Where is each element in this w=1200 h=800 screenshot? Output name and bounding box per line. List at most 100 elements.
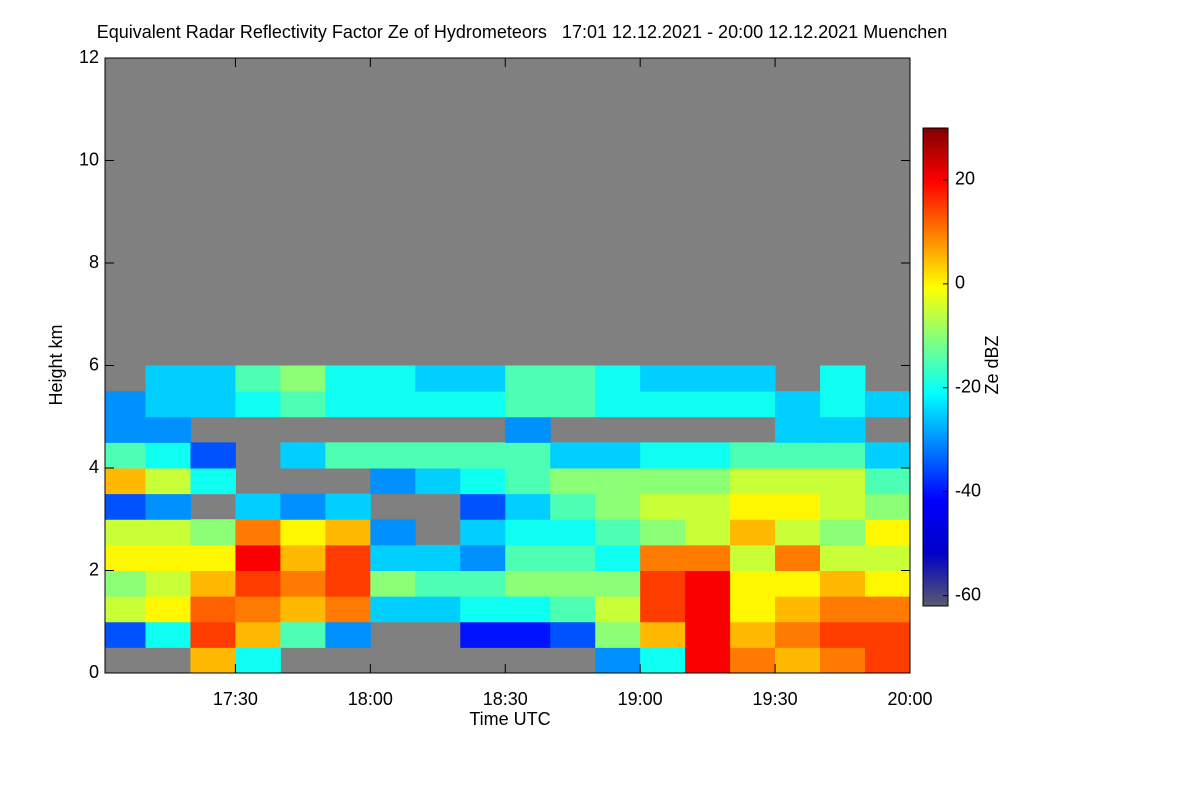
heatmap-cell bbox=[685, 544, 731, 571]
heatmap-cell bbox=[145, 468, 191, 495]
heatmap-cell bbox=[685, 621, 731, 648]
heatmap-cell bbox=[105, 519, 146, 546]
heatmap-cell bbox=[145, 391, 191, 418]
heatmap-cell bbox=[145, 519, 191, 546]
heatmap-cell bbox=[640, 647, 686, 674]
heatmap-cell bbox=[685, 365, 731, 392]
heatmap-cell bbox=[595, 391, 641, 418]
heatmap-cell bbox=[730, 442, 776, 469]
y-tick-label: 6 bbox=[89, 354, 99, 374]
heatmap-cell bbox=[775, 493, 821, 520]
heatmap-cell bbox=[820, 365, 866, 392]
heatmap-cell bbox=[595, 544, 641, 571]
heatmap-cell bbox=[640, 544, 686, 571]
heatmap-cell bbox=[595, 596, 641, 623]
heatmap-cell bbox=[865, 519, 911, 546]
heatmap-cell bbox=[505, 468, 551, 495]
heatmap-cell bbox=[730, 621, 776, 648]
heatmap-cell bbox=[505, 365, 551, 392]
y-tick-label: 12 bbox=[79, 47, 99, 67]
heatmap-cell bbox=[865, 468, 911, 495]
heatmap-cell bbox=[595, 647, 641, 674]
heatmap-cell bbox=[640, 570, 686, 597]
heatmap-cell bbox=[105, 391, 146, 418]
heatmap-cell bbox=[370, 519, 416, 546]
heatmap-cell bbox=[820, 519, 866, 546]
heatmap-cell bbox=[105, 596, 146, 623]
heatmap-cell bbox=[550, 468, 596, 495]
heatmap-cell bbox=[640, 621, 686, 648]
heatmap-cell bbox=[105, 416, 146, 443]
heatmap-cell bbox=[370, 468, 416, 495]
x-tick-label: 17:30 bbox=[213, 689, 258, 709]
heatmap-cell bbox=[460, 493, 506, 520]
heatmap-cell bbox=[460, 570, 506, 597]
heatmap-cell bbox=[280, 493, 326, 520]
heatmap-cell bbox=[820, 596, 866, 623]
heatmap-cell bbox=[235, 647, 281, 674]
heatmap-cell bbox=[820, 570, 866, 597]
heatmap-cell bbox=[685, 493, 731, 520]
y-tick-label: 10 bbox=[79, 149, 99, 169]
heatmap-cell bbox=[415, 442, 461, 469]
y-tick-label: 8 bbox=[89, 252, 99, 272]
heatmap-cell bbox=[730, 647, 776, 674]
heatmap-cell bbox=[595, 519, 641, 546]
heatmap-cell bbox=[145, 570, 191, 597]
heatmap-cell bbox=[415, 391, 461, 418]
heatmap-cell bbox=[280, 391, 326, 418]
y-tick-label: 2 bbox=[89, 559, 99, 579]
x-tick-label: 20:00 bbox=[887, 689, 932, 709]
heatmap-cell bbox=[865, 596, 911, 623]
heatmap-cell bbox=[235, 519, 281, 546]
heatmap-cell bbox=[370, 544, 416, 571]
heatmap-cell bbox=[730, 570, 776, 597]
heatmap-cell bbox=[820, 621, 866, 648]
heatmap-cell bbox=[145, 493, 191, 520]
heatmap-cell bbox=[325, 519, 371, 546]
y-tick-label: 4 bbox=[89, 457, 99, 477]
heatmap-cell bbox=[460, 365, 506, 392]
heatmap-cell bbox=[460, 596, 506, 623]
heatmap-cell bbox=[685, 596, 731, 623]
heatmap-cell bbox=[640, 493, 686, 520]
heatmap-cell bbox=[235, 596, 281, 623]
heatmap-cell bbox=[370, 391, 416, 418]
heatmap-cell bbox=[730, 365, 776, 392]
colorbar bbox=[922, 127, 949, 607]
heatmap-cell bbox=[325, 365, 371, 392]
heatmap-cell bbox=[105, 621, 146, 648]
heatmap-cell bbox=[640, 596, 686, 623]
colorbar-tick-label: -60 bbox=[955, 584, 981, 604]
heatmap-cell bbox=[235, 621, 281, 648]
heatmap-cell bbox=[325, 442, 371, 469]
heatmap-cell bbox=[685, 570, 731, 597]
heatmap-cell bbox=[775, 442, 821, 469]
heatmap-cell bbox=[775, 468, 821, 495]
x-tick-label: 18:30 bbox=[483, 689, 528, 709]
heatmap-cell bbox=[685, 442, 731, 469]
heatmap-cell bbox=[550, 596, 596, 623]
x-tick-label: 19:00 bbox=[618, 689, 663, 709]
colorbar-tick-label: 0 bbox=[955, 273, 965, 293]
heatmap-cell bbox=[190, 519, 236, 546]
heatmap-cell bbox=[505, 621, 551, 648]
heatmap-cell bbox=[550, 493, 596, 520]
heatmap-cell bbox=[280, 365, 326, 392]
heatmap-cell bbox=[325, 596, 371, 623]
heatmap-cell bbox=[370, 365, 416, 392]
heatmap-cell bbox=[280, 519, 326, 546]
colorbar-tick-label: -20 bbox=[955, 377, 981, 397]
x-tick-label: 19:30 bbox=[753, 689, 798, 709]
heatmap-cell bbox=[775, 391, 821, 418]
heatmap-cell bbox=[325, 544, 371, 571]
heatmap-cell bbox=[640, 391, 686, 418]
heatmap-cell bbox=[325, 570, 371, 597]
heatmap-cell bbox=[730, 519, 776, 546]
heatmap-cell bbox=[820, 647, 866, 674]
heatmap-cell bbox=[370, 570, 416, 597]
heatmap-cell bbox=[190, 621, 236, 648]
heatmap-cell bbox=[595, 493, 641, 520]
heatmap-cell bbox=[235, 570, 281, 597]
heatmap-cell bbox=[235, 365, 281, 392]
